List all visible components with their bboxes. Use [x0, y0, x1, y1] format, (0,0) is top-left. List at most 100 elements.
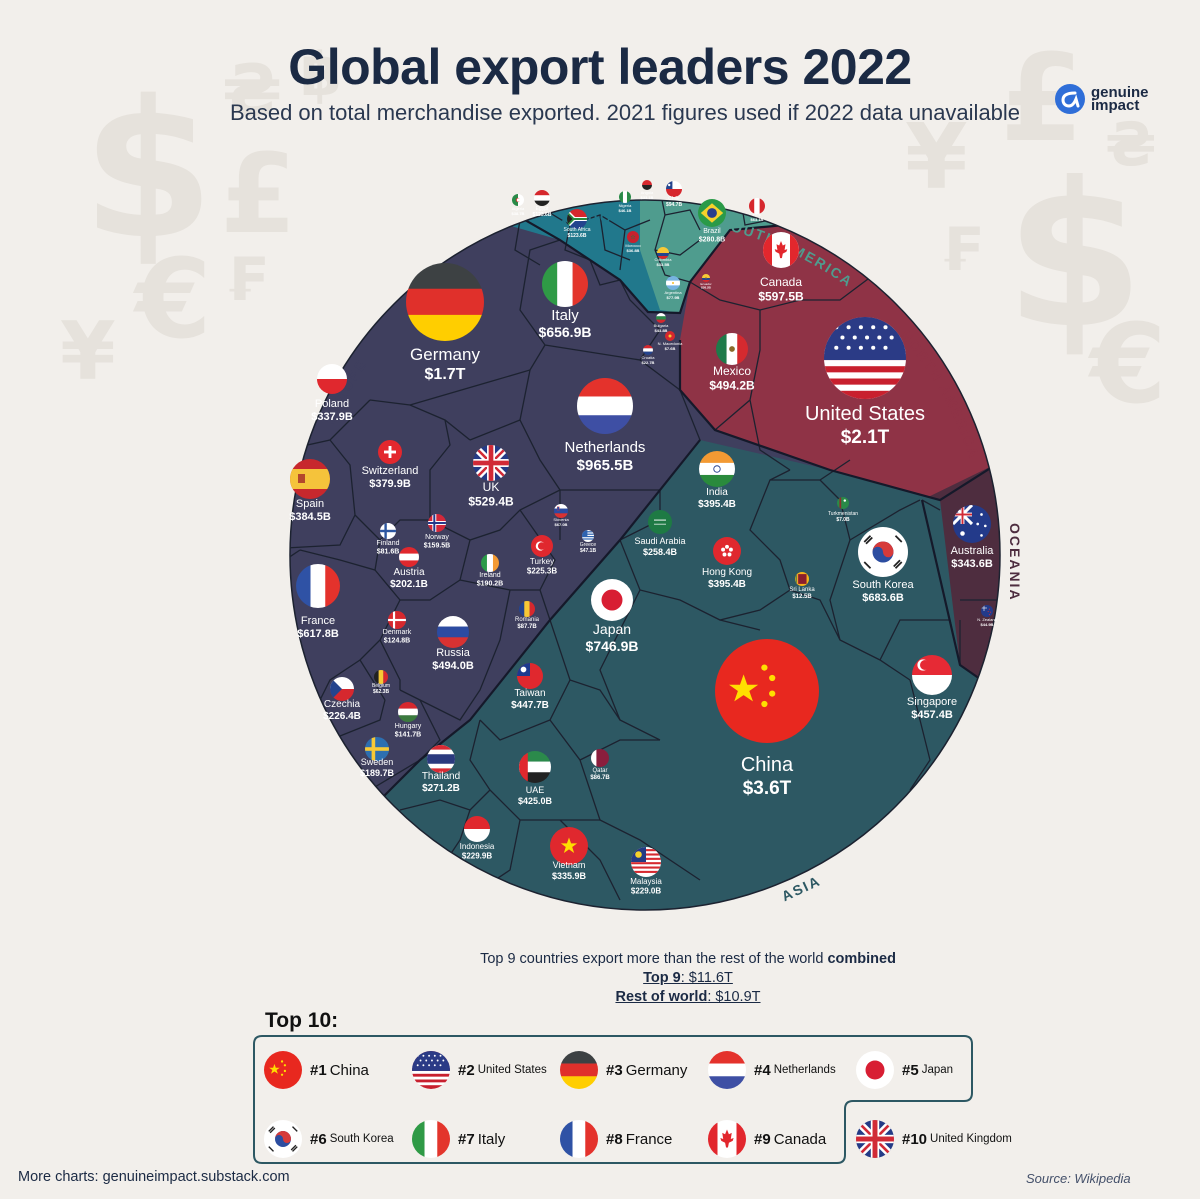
finland-flag-icon — [380, 523, 396, 539]
top10-rank: #6 — [310, 1130, 327, 1148]
india-flag-icon — [699, 451, 735, 487]
malaysia-flag-icon — [631, 847, 661, 877]
bulgaria-flag-icon — [656, 313, 666, 323]
top10-item-canada: #9 Canada — [708, 1117, 826, 1161]
country-value-label: $2.1T — [841, 427, 890, 448]
country-name-label: Qatar — [592, 768, 607, 774]
country-name-label: Greece — [580, 542, 597, 548]
country-value-label: $33.5B — [657, 262, 670, 267]
country-value-label: $87.7B — [517, 624, 537, 630]
alpha-logo-icon — [1055, 84, 1085, 114]
country-name-label: Angola — [641, 190, 654, 195]
ireland-flag-icon — [481, 554, 499, 572]
country-cell-netherlands: Netherlands$965.5B — [565, 378, 646, 474]
source-credit: Source: Wikipedia — [1026, 1171, 1131, 1186]
country-value-label: $683.6B — [862, 592, 904, 604]
country-cell-south-africa: South Africa$123.6B — [564, 209, 591, 239]
yen-sign-decoration-icon: ¥ — [60, 305, 116, 398]
country-cell-taiwan: Taiwan$447.7B — [511, 663, 549, 711]
country-name-label: Mexico — [713, 364, 751, 378]
country-name-label: Colombia — [655, 257, 673, 262]
country-cell-sri-lanka: Sri Lanka$12.5B — [789, 572, 815, 600]
country-value-label: $38.7B — [512, 211, 525, 216]
country-cell-finland: Finland$81.6B — [377, 523, 400, 555]
turkey-flag-icon — [531, 535, 553, 557]
top10-country-name: Canada — [773, 1130, 827, 1148]
country-name-label: Finland — [377, 540, 400, 547]
country-cell-colombia: Colombia$33.5B — [655, 247, 673, 267]
belgium-flag-icon — [374, 670, 388, 684]
morocco-flag-icon — [627, 231, 639, 243]
country-cell-thailand: Thailand$271.2B — [422, 745, 460, 794]
brand-name-line1: genuine — [1091, 84, 1149, 101]
franc-sign-decoration-icon: ₣ — [225, 245, 267, 315]
country-value-label: $62.3B — [373, 689, 390, 695]
uae-flag-icon — [519, 751, 551, 783]
country-cell-sweden: Sweden$189.7B — [360, 737, 395, 778]
hryvnia-sign-decoration-icon: ₴ — [1105, 110, 1157, 180]
country-name-label: Russia — [436, 647, 471, 659]
germany-flag-icon — [560, 1051, 598, 1089]
hungary-flag-icon — [398, 702, 418, 722]
summary-line1-bold: combined — [827, 951, 896, 967]
country-value-label: $123.6B — [533, 212, 552, 218]
country-value-label: $22.7B — [642, 360, 655, 365]
brazil-flag-icon — [698, 199, 726, 227]
spain-flag-icon — [290, 459, 330, 499]
top10-rank: #7 — [458, 1130, 475, 1148]
country-name-label: Denmark — [383, 629, 412, 636]
top10-country-name: Germany — [625, 1061, 688, 1079]
country-name-label: Sri Lanka — [789, 587, 815, 593]
country-name-label: Algeria — [512, 206, 525, 211]
country-cell-australia: Australia$343.6B — [951, 505, 995, 570]
china-flag-icon — [715, 639, 819, 743]
country-name-label: Malaysia — [630, 877, 662, 886]
country-value-label: $12.5B — [792, 594, 812, 600]
top10-rank: #3 — [606, 1061, 623, 1079]
country-name-label: Netherlands — [565, 439, 646, 456]
top10-item-france: #8 France — [560, 1117, 672, 1161]
country-cell-switzerland: Switzerland$379.9B — [362, 440, 418, 490]
hryvnia-sign-decoration-icon: ₴ — [222, 50, 283, 132]
country-value-label: $656.9B — [539, 324, 592, 340]
country-value-label: $44.9B — [981, 622, 994, 627]
country-value-label: $43.8B — [655, 328, 668, 333]
country-value-label: $617.8B — [297, 628, 339, 640]
country-cell-austria: Austria$202.1B — [390, 547, 428, 590]
japan-flag-icon — [856, 1051, 894, 1089]
country-name-label: Chile — [668, 196, 680, 202]
more-charts-link[interactable]: More charts: genuineimpact.substack.com — [18, 1169, 290, 1185]
country-name-label: Czechia — [324, 699, 361, 710]
country-cell-qatar: Qatar$86.7B — [590, 749, 610, 781]
pound-sign-decoration-icon: £ — [220, 130, 297, 258]
region-asia-area — [380, 440, 1000, 910]
country-cell-india: India$395.4B — [698, 451, 736, 510]
country-cell-china: China$3.6T — [715, 639, 819, 799]
top10-item-italy: #7 Italy — [412, 1117, 505, 1161]
country-name-label: Turkey — [530, 557, 554, 566]
country-name-label: Australia — [951, 545, 995, 557]
algeria-flag-icon — [512, 194, 524, 206]
country-cell-turkey: Turkey$225.3B — [527, 535, 557, 576]
nigeria-flag-icon — [619, 191, 631, 203]
top10-item-netherlands: #4 Netherlands — [708, 1048, 836, 1092]
saudi-flag-icon — [648, 510, 672, 534]
czechia-flag-icon — [330, 677, 354, 701]
country-name-label: Bulgaria — [654, 323, 669, 328]
country-name-label: Romania — [515, 617, 540, 623]
country-cell-n-macedonia: N. Macedonia$7.6B — [658, 331, 683, 351]
country-name-label: Saudi Arabia — [634, 536, 685, 546]
country-value-label: $425.0B — [518, 796, 553, 806]
summary-top9: Top 9: $11.6T — [0, 969, 1200, 988]
country-cell-canada: Canada$597.5B — [758, 232, 804, 303]
country-name-label: South Korea — [852, 579, 914, 591]
euro-sign-decoration-icon: € — [135, 235, 212, 363]
indonesia-flag-icon — [464, 816, 490, 842]
country-name-label: Ireland — [479, 572, 501, 579]
italy-flag-icon — [412, 1120, 450, 1158]
country-name-label: Argentina — [664, 290, 682, 295]
country-value-label: $280.8B — [699, 236, 725, 243]
country-name-label: China — [741, 754, 794, 776]
brand-logo: genuine impact — [1055, 84, 1149, 114]
usa-flag-icon — [824, 317, 906, 399]
